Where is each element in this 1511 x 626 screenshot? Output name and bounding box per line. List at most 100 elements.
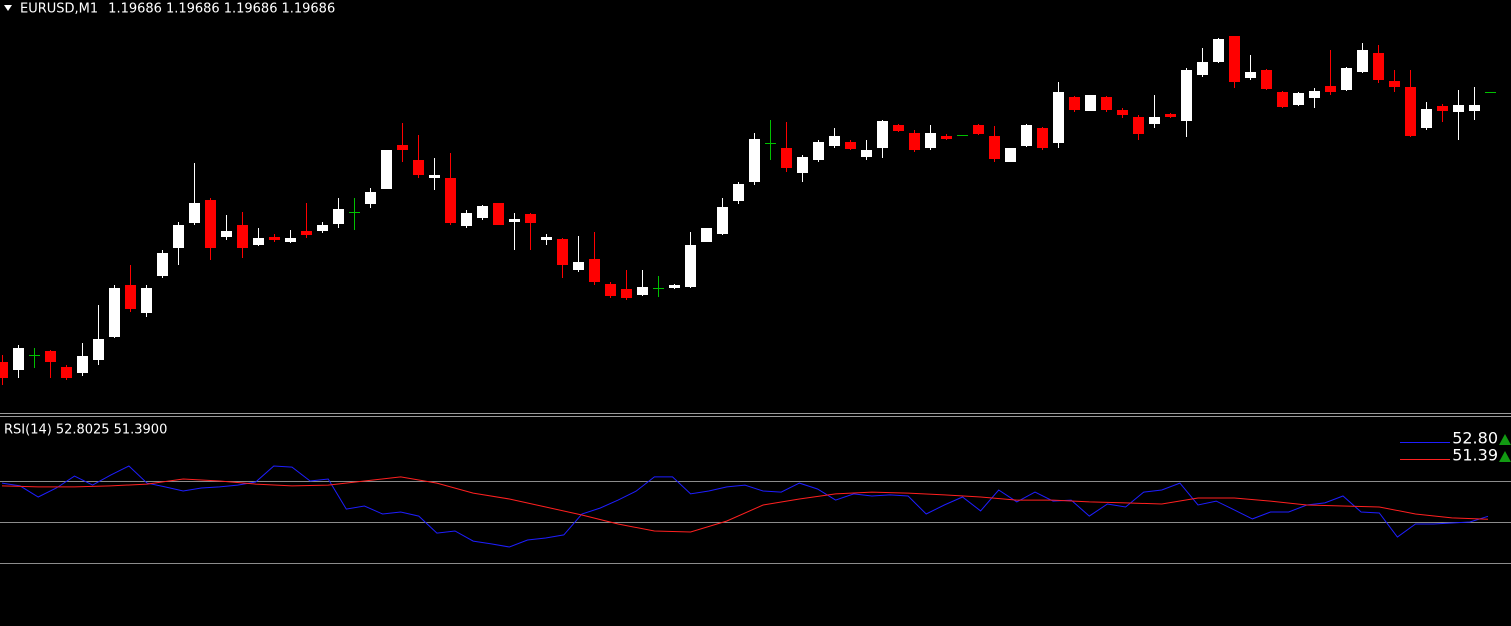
candle-body (461, 213, 472, 226)
candle-body (1261, 70, 1272, 89)
indicator-value: 51.3900 (114, 423, 168, 438)
candle-body (541, 237, 552, 240)
candle-body (1085, 95, 1096, 111)
candle-body (973, 125, 984, 134)
candle-body (1309, 91, 1320, 98)
candle-body (909, 133, 920, 150)
marker-triangle (1499, 434, 1511, 445)
candle-body (285, 238, 296, 242)
candle-body (1293, 93, 1304, 105)
candle-body (237, 225, 248, 248)
candle-body (1149, 117, 1160, 124)
candle-body (717, 207, 728, 234)
candle-body (1373, 53, 1384, 80)
indicator-value: 52.8025 (56, 423, 110, 438)
rsi-line (1, 476, 1489, 533)
candle-body (829, 136, 840, 146)
candle-body (445, 178, 456, 223)
candle-body (605, 284, 616, 296)
candle-body (877, 121, 888, 148)
candle-body (685, 245, 696, 287)
candle-body (13, 348, 24, 370)
candle-body (125, 285, 136, 309)
candle-body (813, 142, 824, 160)
candle-body (1245, 72, 1256, 78)
candle-body (797, 157, 808, 173)
candle-body (205, 200, 216, 248)
candle-body (1213, 39, 1224, 62)
candle-body (733, 184, 744, 201)
candle-body (1325, 86, 1336, 92)
menu-triangle[interactable] (4, 5, 12, 11)
candle-body (573, 262, 584, 270)
candle-body (333, 209, 344, 224)
candle-body (1453, 105, 1464, 112)
candle-body (1101, 97, 1112, 110)
indicator-title: RSI(14) (4, 423, 52, 438)
candle-body (749, 139, 760, 182)
candle-body (221, 231, 232, 237)
candle-body (1053, 92, 1064, 143)
candle-body (861, 150, 872, 157)
quote-value: 1.19686 (224, 2, 278, 17)
candle-body (77, 356, 88, 373)
candle-body (157, 253, 168, 276)
candle-body (1389, 81, 1400, 87)
candle-body (1405, 87, 1416, 136)
candle-body (509, 219, 520, 222)
candle-body (173, 225, 184, 248)
candle-body (1165, 114, 1176, 117)
candle-body (1117, 110, 1128, 115)
candle-body (1341, 68, 1352, 90)
candle-body (429, 175, 440, 178)
candle-body (941, 136, 952, 139)
candle-body (1197, 62, 1208, 75)
candle-body (1005, 148, 1016, 162)
candle-body (1069, 97, 1080, 110)
symbol-label: EURUSD,M1 (20, 2, 98, 17)
candle-body (669, 285, 680, 288)
candle-body (1277, 92, 1288, 107)
quote-value: 1.19686 (281, 2, 335, 17)
candle-body (1181, 70, 1192, 121)
candle-body (845, 142, 856, 149)
candle-body (1421, 109, 1432, 128)
candle-body (381, 150, 392, 189)
rsi-line (1, 465, 1489, 548)
candle-body (317, 225, 328, 231)
candle-body (893, 125, 904, 131)
candle-body (93, 339, 104, 360)
candle-body (141, 288, 152, 313)
candle-body (269, 237, 280, 240)
candle-body (1037, 128, 1048, 148)
candle-body (477, 206, 488, 218)
price-marker-label: 52.80 (1452, 429, 1498, 448)
candle-body (61, 367, 72, 378)
candle-body (397, 145, 408, 150)
marker-triangle (1499, 451, 1511, 462)
candle-body (925, 133, 936, 148)
candle-body (637, 287, 648, 295)
candle-body (781, 148, 792, 168)
candle-body (557, 239, 568, 265)
candle-body (365, 192, 376, 204)
quote-value: 1.19686 (166, 2, 220, 17)
candle-body (1437, 106, 1448, 111)
candle-body (1021, 125, 1032, 146)
candle-body (1133, 117, 1144, 134)
candle-body (0, 362, 8, 378)
candle-body (413, 160, 424, 175)
candle-body (189, 203, 200, 223)
quote-value: 1.19686 (108, 2, 162, 17)
candle-body (589, 259, 600, 282)
candle-body (253, 238, 264, 245)
candle-body (621, 289, 632, 298)
candle-body (1469, 105, 1480, 111)
candle-body (109, 288, 120, 337)
candle-body (301, 231, 312, 235)
candle-body (1357, 50, 1368, 72)
candle-body (989, 136, 1000, 159)
